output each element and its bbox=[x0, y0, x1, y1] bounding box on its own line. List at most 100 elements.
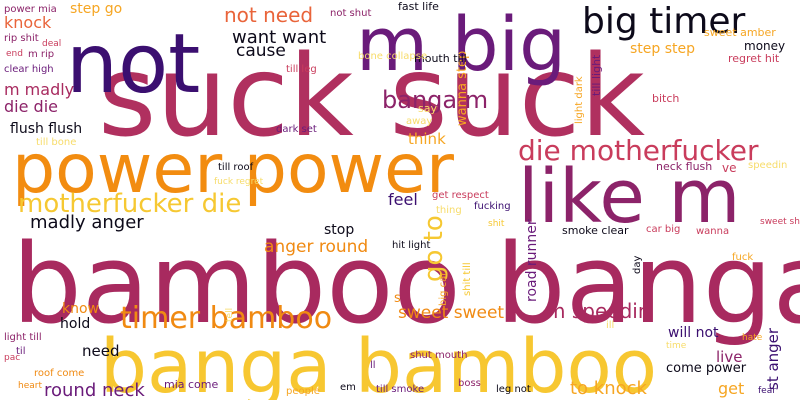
word-bamboo-banga: bamboo banga bbox=[12, 220, 800, 348]
word-hit-light: hit light bbox=[392, 240, 430, 251]
word-thing: thing bbox=[436, 205, 462, 216]
word-m-rip: m rip bbox=[28, 49, 54, 60]
word-fuck: fuck bbox=[732, 252, 753, 263]
word-leg-not: leg not bbox=[496, 384, 531, 395]
word-not-need: not need bbox=[224, 3, 313, 27]
word-go-to: go to bbox=[419, 215, 449, 282]
word-people: people bbox=[286, 386, 320, 397]
word-power-power: power power bbox=[12, 130, 454, 209]
word-madly-anger: madly anger bbox=[30, 212, 144, 233]
word-will-not: will not bbox=[668, 325, 719, 341]
word-ill: ill bbox=[606, 320, 614, 331]
word-s: s bbox=[394, 291, 401, 306]
word-tell: tell bbox=[225, 308, 235, 322]
word-day: day bbox=[632, 256, 643, 274]
word-suck-suck: suck suck bbox=[98, 32, 645, 162]
word-fucking: fucking bbox=[474, 201, 511, 212]
word-not: not bbox=[66, 17, 200, 112]
word-like-m: like m bbox=[518, 154, 740, 240]
word-big-timer: big timer bbox=[582, 1, 745, 42]
word-banga-m: banga m bbox=[382, 86, 488, 114]
word-bone-collapse: bone collapse bbox=[358, 51, 427, 62]
word-die-die: die die bbox=[4, 97, 58, 116]
word-hold: hold bbox=[60, 316, 90, 332]
word-to-knock: to knock bbox=[570, 378, 648, 399]
word-flush-flush: flush flush bbox=[10, 121, 82, 137]
word-smoke-clear: smoke clear bbox=[562, 224, 629, 237]
word-shit-till: shit till bbox=[462, 262, 473, 296]
word-think: think bbox=[408, 130, 446, 148]
word-road-runner: road runner bbox=[524, 219, 540, 302]
word-away: away bbox=[406, 116, 432, 127]
word-big-car: big car bbox=[438, 271, 449, 306]
word-pac: pac bbox=[4, 353, 20, 363]
word-know: know bbox=[62, 301, 99, 317]
word-light-dark: light dark bbox=[574, 76, 585, 124]
word-m-big: m big bbox=[356, 2, 566, 88]
word-rip-shit: rip shit bbox=[4, 33, 39, 44]
word-ve: ve bbox=[722, 161, 736, 175]
word-live: live bbox=[716, 348, 742, 366]
word-fuck-regret: fuck regret bbox=[214, 177, 264, 187]
word-timer-bamboo: timer bamboo bbox=[120, 301, 332, 336]
word-fast-life: fast life bbox=[398, 0, 439, 13]
word-get-respect: get respect bbox=[432, 190, 489, 201]
word-em: em bbox=[340, 382, 356, 393]
word-regret-hit: regret hit bbox=[728, 52, 780, 65]
word-feel: feel bbox=[388, 190, 418, 209]
word-clear-high: clear high bbox=[4, 64, 54, 75]
word-wanna-step: wanna step bbox=[455, 51, 470, 126]
word-banga-bamboo: banga bamboo bbox=[100, 324, 657, 400]
word-ll: ll bbox=[370, 360, 376, 371]
word-cause: cause bbox=[236, 41, 286, 61]
word-sweet-shit: sweet shit bbox=[760, 217, 800, 227]
word-step-go: step go bbox=[70, 1, 122, 17]
word-time: time bbox=[666, 341, 687, 351]
word-mia-come: mia come bbox=[164, 378, 219, 391]
word-till-leg: till leg bbox=[286, 64, 317, 75]
word-come-power: come power bbox=[666, 361, 747, 376]
word-m-speedin: m speedin bbox=[546, 299, 651, 323]
word-money: money bbox=[744, 39, 785, 53]
word-shit: shit bbox=[488, 219, 505, 229]
word-knock: knock bbox=[4, 13, 52, 32]
word-fear: fear bbox=[758, 386, 776, 396]
word-heart: heart bbox=[18, 381, 42, 391]
word-speedin: speedin bbox=[748, 160, 787, 171]
word-motherfucker-die: motherfucker die bbox=[18, 189, 241, 219]
word-dark-set: dark set bbox=[276, 124, 317, 135]
word-sweet-amber: sweet amber bbox=[704, 26, 776, 39]
word-step-step: step step bbox=[630, 41, 695, 57]
word-till-roof: till roof bbox=[218, 162, 254, 173]
word-boss: boss bbox=[458, 378, 481, 389]
word-round-neck: round neck bbox=[44, 380, 145, 400]
word-power-mia: power mia bbox=[4, 4, 57, 15]
word-die-motherfucker: die motherfucker bbox=[518, 134, 759, 167]
word-hate: hate bbox=[742, 333, 763, 343]
word-stop: stop bbox=[324, 222, 354, 238]
word-mouth-till: mouth till bbox=[414, 52, 467, 65]
word-say: say bbox=[418, 102, 437, 115]
word-car-big: car big bbox=[646, 224, 680, 235]
word-light-till: light till bbox=[4, 332, 42, 343]
word-end: end bbox=[6, 49, 23, 59]
word-want-want: want want bbox=[232, 27, 326, 48]
word-till-bone: till bone bbox=[36, 137, 76, 148]
word-sweet-sweet: sweet sweet bbox=[398, 303, 504, 323]
word-til: til bbox=[16, 346, 25, 357]
word-anger-round: anger round bbox=[264, 237, 368, 257]
word-roof-come: roof come bbox=[34, 368, 84, 379]
word-not-shut: not shut bbox=[330, 8, 371, 19]
word-shut-mouth: shut mouth bbox=[410, 350, 467, 361]
word-wanna: wanna bbox=[696, 226, 729, 237]
word-deal: deal bbox=[42, 39, 61, 49]
word-till-light: till light bbox=[590, 54, 603, 96]
word-m-madly: m madly bbox=[4, 80, 74, 99]
word-bitch: bitch bbox=[652, 92, 679, 105]
word-neck-flush: neck flush bbox=[656, 160, 712, 173]
word-need: need bbox=[82, 342, 120, 360]
word-till-smoke: till smoke bbox=[376, 384, 424, 395]
word-st-anger: st anger bbox=[764, 327, 782, 390]
